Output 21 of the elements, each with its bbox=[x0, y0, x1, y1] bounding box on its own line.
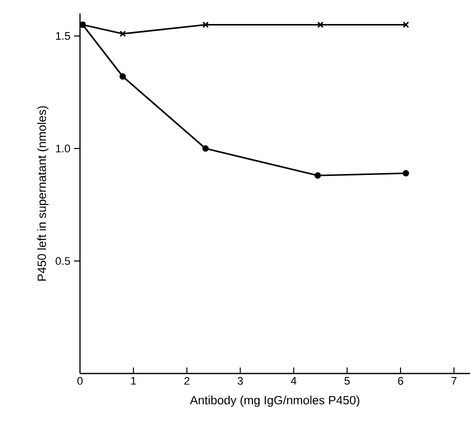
point bbox=[402, 170, 410, 176]
y-tick-label: 0.5 bbox=[56, 257, 70, 265]
point bbox=[314, 172, 321, 179]
x-tick-label: 3 bbox=[238, 377, 243, 385]
y-axis-title: P450 left in supernatant (nmoles) bbox=[37, 106, 48, 281]
y-tick-label: 1.5 bbox=[56, 32, 70, 40]
x-tick-label: 0 bbox=[77, 377, 83, 385]
point bbox=[202, 145, 209, 152]
x-tick-label: 5 bbox=[344, 377, 350, 385]
x-tick-label: 2 bbox=[184, 377, 190, 385]
point bbox=[120, 30, 126, 37]
point bbox=[202, 22, 209, 28]
point bbox=[402, 22, 410, 28]
point bbox=[120, 73, 126, 80]
x-tick-label: 4 bbox=[290, 377, 296, 385]
x-tick-label: 6 bbox=[398, 377, 404, 385]
x-axis-title: Antibody (mg IgG/nmoles P450) bbox=[190, 396, 360, 407]
x-tick-label: 1 bbox=[131, 377, 136, 385]
point bbox=[317, 22, 324, 28]
x-tick-label: 7 bbox=[451, 377, 456, 385]
y-tick-label: 1.0 bbox=[56, 144, 70, 152]
